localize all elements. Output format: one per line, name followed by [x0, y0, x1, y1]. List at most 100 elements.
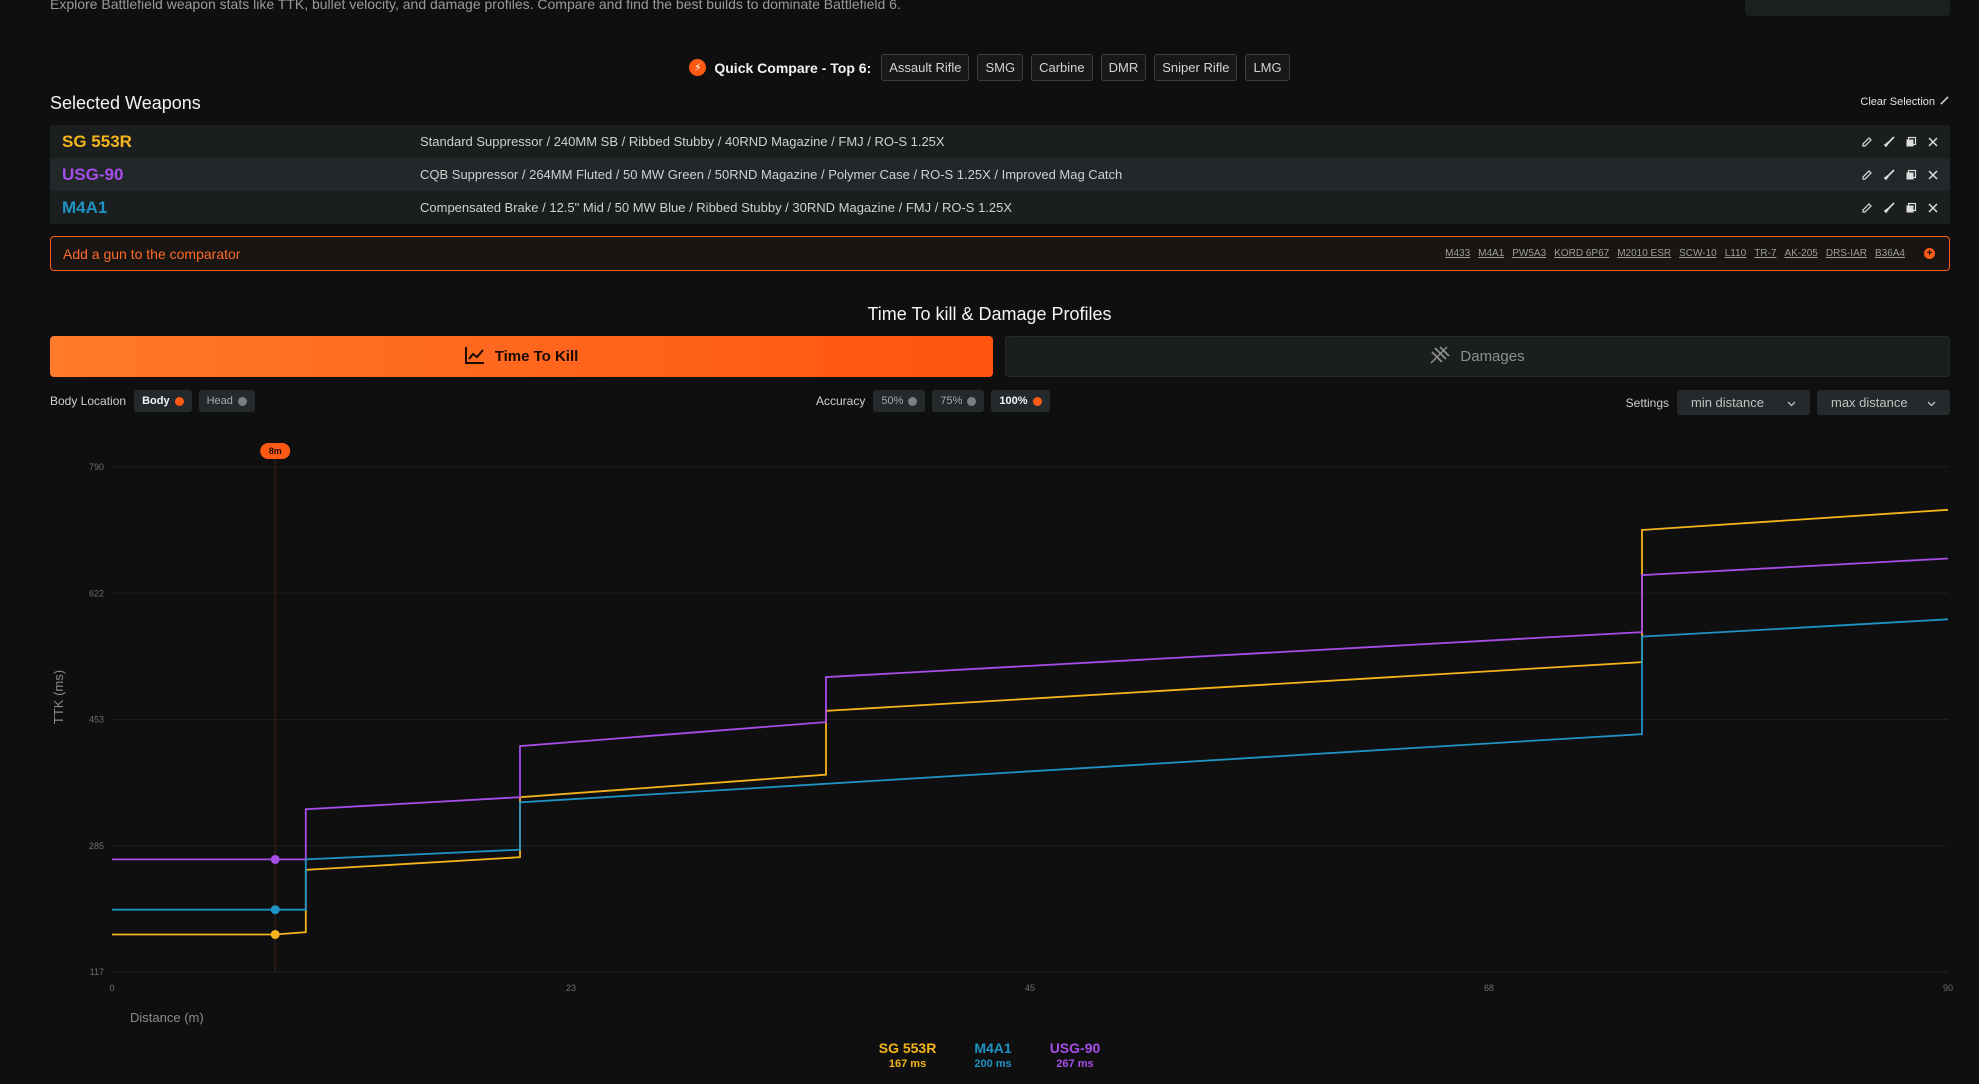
quick-compare-assault-rifle[interactable]: Assault Rifle	[881, 54, 970, 81]
distance-marker-label: 8m	[269, 446, 282, 456]
broom-icon[interactable]	[1882, 201, 1896, 215]
suggestion-link[interactable]: TR-7	[1754, 248, 1777, 259]
weapon-row[interactable]: USG-90 CQB Suppressor / 264MM Fluted / 5…	[50, 158, 1950, 191]
suggestion-link[interactable]: M433	[1445, 248, 1471, 259]
x-tick-label: 90	[1943, 983, 1953, 993]
accuracy-value: 75%	[940, 395, 963, 407]
max-distance-select[interactable]: max distance	[1817, 390, 1950, 415]
edit-icon[interactable]	[1860, 168, 1874, 182]
suggestion-link[interactable]: SCW-10	[1679, 248, 1717, 259]
suggestion-link[interactable]: AK-205	[1784, 248, 1818, 259]
broom-icon[interactable]	[1882, 168, 1896, 182]
weapon-build: Standard Suppressor / 240MM SB / Ribbed …	[420, 134, 945, 149]
accuracy-filter: Accuracy 50% 75% 100%	[816, 390, 1050, 412]
y-tick-label: 790	[89, 462, 104, 472]
selected-weapons-list: SG 553R Standard Suppressor / 240MM SB /…	[50, 125, 1950, 224]
tab-damages[interactable]: Damages	[1005, 336, 1950, 377]
toggle-dot	[1032, 396, 1042, 406]
line-chart-icon	[464, 346, 485, 368]
weapon-row[interactable]: SG 553R Standard Suppressor / 240MM SB /…	[50, 125, 1950, 158]
selected-weapons-title: Selected Weapons	[50, 93, 201, 113]
accuracy-label: Accuracy	[816, 394, 866, 408]
y-tick-label: 285	[89, 841, 104, 851]
weapon-name: USG-90	[62, 164, 124, 184]
series-line	[112, 557, 1949, 861]
weapon-build: Compensated Brake / 12.5" Mid / 50 MW Bl…	[420, 200, 1013, 215]
quick-compare-dmr[interactable]: DMR	[1100, 54, 1147, 81]
header-panel	[1745, 0, 1950, 16]
x-tick-label: 23	[566, 983, 576, 993]
suggestion-link[interactable]: M2010 ESR	[1617, 248, 1672, 259]
x-tick-label: 0	[109, 983, 114, 993]
weapon-row[interactable]: M4A1 Compensated Brake / 12.5" Mid / 50 …	[50, 191, 1950, 224]
broom-icon[interactable]	[1882, 135, 1896, 149]
legend-value: 267 ms	[1056, 1058, 1094, 1070]
toggle-dot	[967, 396, 977, 406]
legend-item: USG-90 267 ms	[1050, 1040, 1101, 1070]
copy-icon[interactable]	[1904, 201, 1918, 215]
chart-filters: Body Location Body Head Accuracy 50% 75%…	[50, 390, 1950, 415]
series-line	[112, 618, 1949, 911]
chevron-down-icon	[1787, 395, 1796, 410]
toggle-dot	[174, 396, 184, 406]
quick-compare-lmg[interactable]: LMG	[1245, 54, 1290, 81]
quick-compare-carbine[interactable]: Carbine	[1031, 54, 1093, 81]
tab-time-to-kill[interactable]: Time To Kill	[50, 336, 993, 377]
weapon-build: CQB Suppressor / 264MM Fluted / 50 MW Gr…	[420, 167, 1123, 182]
ttk-chart[interactable]: 790 622 453 285 117 0 23 45 68 90 Distance (m) TTK …	[0, 440, 1979, 1030]
edit-icon[interactable]	[1860, 201, 1874, 215]
accuracy-value: 50%	[881, 395, 904, 407]
chart-legend: SG 553R 167 ms M4A1 200 ms USG-90 267 ms	[0, 1040, 1979, 1070]
series-point	[270, 929, 280, 939]
legend-value: 167 ms	[888, 1058, 927, 1070]
suggestion-link[interactable]: B36A4	[1874, 248, 1905, 259]
suggestion-link[interactable]: L110	[1724, 248, 1747, 259]
tab-label: Damages	[1460, 348, 1525, 365]
copy-icon[interactable]	[1904, 135, 1918, 149]
suggestion-link[interactable]: KORD 6P67	[1554, 248, 1610, 259]
distance-marker-badge	[260, 443, 291, 459]
head-toggle[interactable]: Head	[198, 390, 255, 412]
accuracy-50-toggle[interactable]: 50%	[873, 390, 926, 412]
settings-label: Settings	[1625, 395, 1669, 410]
add-gun-placeholder: Add a gun to the comparator	[63, 245, 241, 262]
close-icon[interactable]	[1926, 168, 1940, 182]
broom-icon	[1940, 96, 1949, 108]
close-icon[interactable]	[1926, 135, 1940, 149]
tab-label: Time To Kill	[494, 348, 579, 365]
series-point	[270, 905, 280, 915]
x-axis-label: Distance (m)	[130, 1010, 204, 1025]
chart-tabs: Time To Kill Damages	[50, 336, 1950, 377]
gun-suggestions: M433 M4A1 PW5A3 KORD 6P67 M2010 ESR SCW-…	[1445, 248, 1905, 259]
suggestion-link[interactable]: M4A1	[1478, 248, 1505, 259]
legend-name: SG 553R	[878, 1040, 937, 1056]
accuracy-value: 100%	[999, 395, 1028, 407]
y-tick-label: 622	[89, 588, 104, 598]
min-distance-select[interactable]: min distance	[1677, 390, 1810, 415]
quick-compare-sniper-rifle[interactable]: Sniper Rifle	[1154, 54, 1238, 81]
quick-compare-smg[interactable]: SMG	[977, 54, 1024, 81]
y-axis-label: TTK (ms)	[51, 670, 66, 724]
body-toggle[interactable]: Body	[134, 390, 192, 412]
suggestion-link[interactable]: PW5A3	[1512, 248, 1547, 259]
plus-icon[interactable]: +	[1924, 248, 1935, 259]
weapon-name: M4A1	[62, 197, 108, 217]
suggestion-link[interactable]: DRS-IAR	[1825, 248, 1867, 259]
page-intro: Explore Battlefield weapon stats like TT…	[50, 0, 901, 12]
accuracy-75-toggle[interactable]: 75%	[932, 390, 985, 412]
clear-selection-button[interactable]: Clear Selection	[1860, 96, 1949, 108]
add-gun-input[interactable]: Add a gun to the comparator M433 M4A1 PW…	[50, 236, 1950, 271]
series-point	[270, 854, 280, 864]
copy-icon[interactable]	[1904, 168, 1918, 182]
close-icon[interactable]	[1926, 201, 1940, 215]
legend-item: M4A1 200 ms	[974, 1040, 1011, 1070]
legend-item: SG 553R 167 ms	[879, 1040, 937, 1070]
section-title: Time To kill & Damage Profiles	[867, 304, 1112, 324]
legend-value: 200 ms	[974, 1058, 1012, 1070]
claw-marks-icon	[1430, 345, 1451, 368]
accuracy-100-toggle[interactable]: 100%	[991, 390, 1050, 412]
settings-filter: Settings min distance max distance	[1626, 390, 1950, 415]
y-tick-label: 453	[89, 715, 104, 725]
edit-icon[interactable]	[1860, 135, 1874, 149]
y-tick-label: 117	[90, 967, 104, 977]
